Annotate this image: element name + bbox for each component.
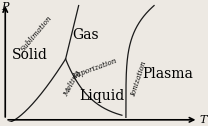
Text: Plasma: Plasma [143, 67, 194, 81]
Text: Melting: Melting [62, 69, 83, 98]
Text: Ionization: Ionization [130, 60, 149, 97]
Text: P: P [1, 2, 9, 12]
Text: Vaporization: Vaporization [72, 57, 118, 81]
Text: Liquid: Liquid [79, 88, 124, 103]
Text: T: T [199, 115, 207, 125]
Text: Sublimation: Sublimation [19, 14, 54, 53]
Text: Solid: Solid [11, 48, 47, 62]
Text: Gas: Gas [72, 28, 99, 42]
